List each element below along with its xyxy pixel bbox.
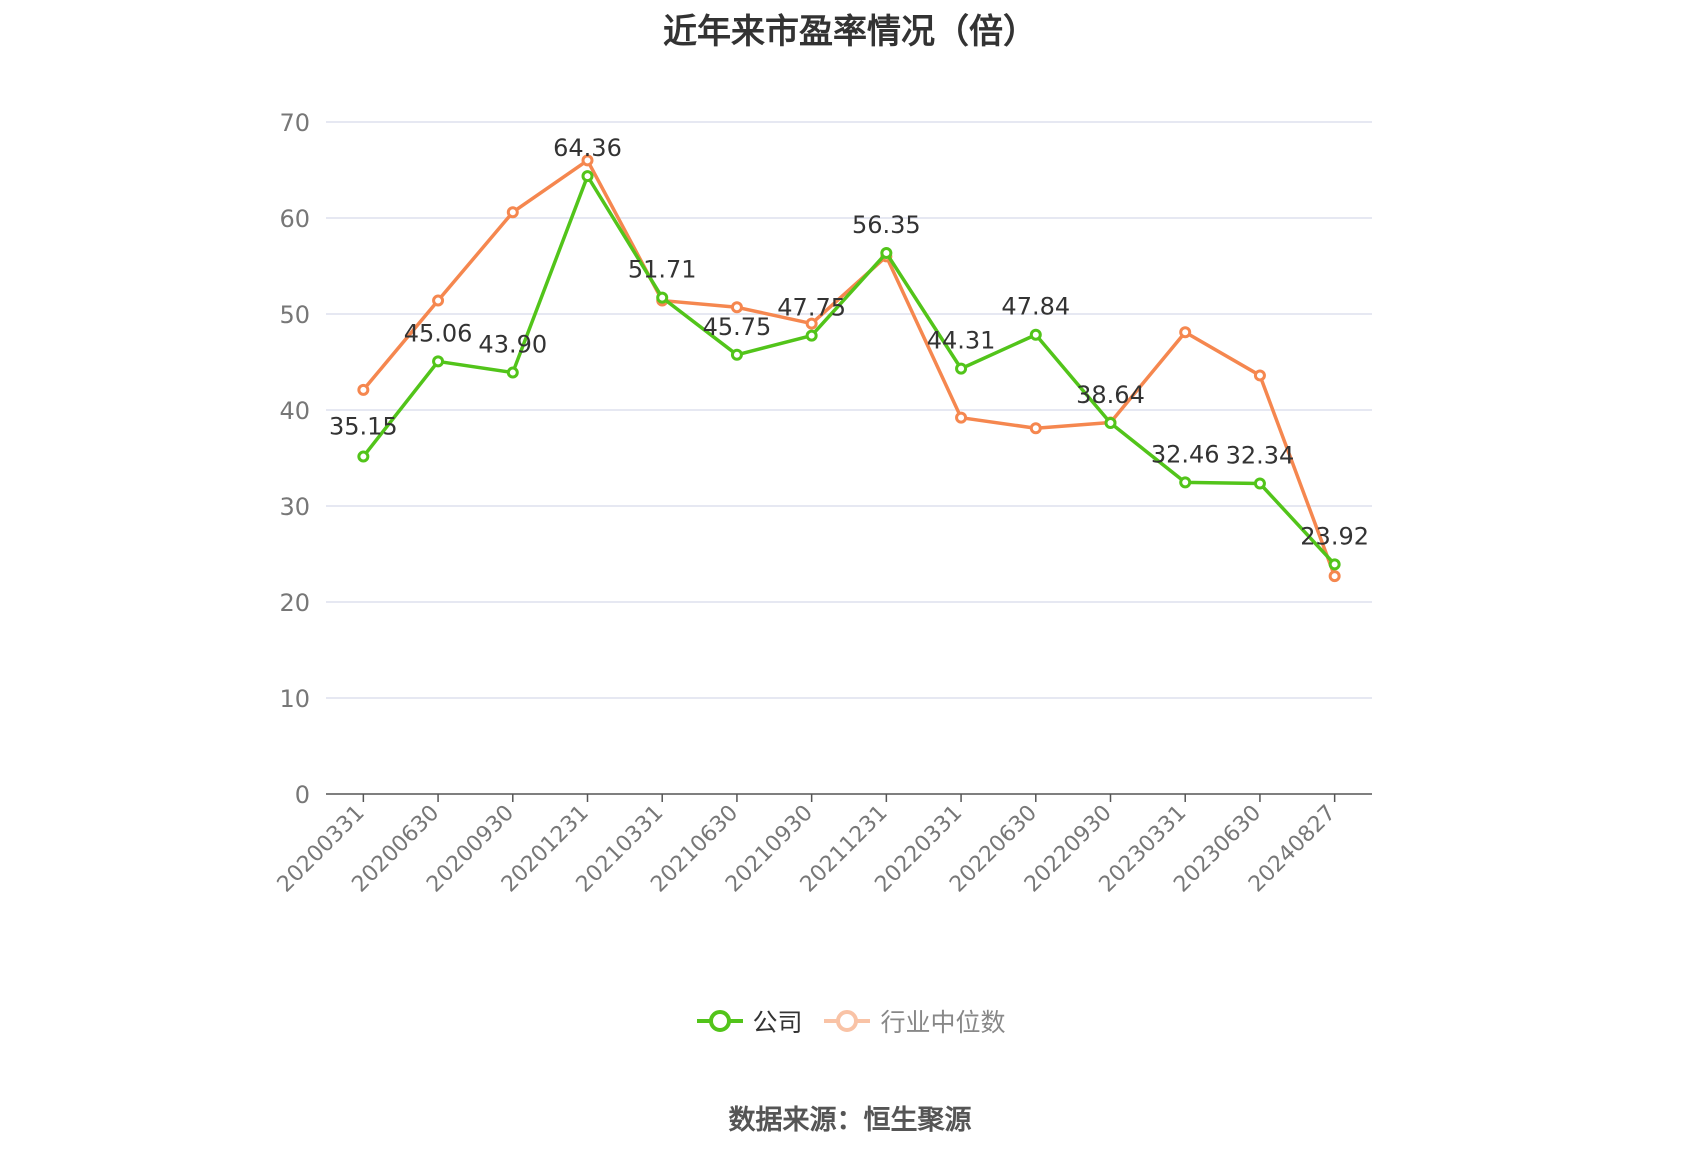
series-lines xyxy=(357,154,1341,583)
legend-industry-median-label: 行业中位数 xyxy=(880,1008,1006,1037)
industry-median-data-point[interactable] xyxy=(357,383,370,396)
company-data-point[interactable] xyxy=(730,348,743,361)
company-data-label: 35.15 xyxy=(329,413,398,441)
company-data-label: 45.06 xyxy=(404,319,473,347)
company-data-point[interactable] xyxy=(1253,477,1266,490)
chart-title: 近年来市盈率情况（倍） xyxy=(663,12,1037,52)
industry-median-data-point[interactable] xyxy=(1328,570,1341,583)
industry-median-data-point[interactable] xyxy=(581,154,594,167)
legend-item-industry-median[interactable]: 行业中位数 xyxy=(822,1003,1005,1039)
company-data-label: 51.71 xyxy=(628,256,697,284)
y-tick-label: 70 xyxy=(279,109,310,137)
company-data-point[interactable] xyxy=(805,329,818,342)
company-data-point[interactable] xyxy=(506,366,519,379)
y-tick-label: 20 xyxy=(279,589,310,617)
y-tick-label: 10 xyxy=(279,685,310,713)
industry-median-data-point[interactable] xyxy=(506,206,519,219)
legend-company-line-circle-icon xyxy=(696,1010,743,1032)
legend-company-label: 公司 xyxy=(752,1008,803,1037)
grid-lines xyxy=(326,121,1372,699)
company-data-point[interactable] xyxy=(357,450,370,463)
company-data-label: 44.31 xyxy=(927,327,996,355)
company-data-point[interactable] xyxy=(656,291,669,304)
y-tick-label: 40 xyxy=(279,397,310,425)
company-data-point[interactable] xyxy=(1029,328,1042,341)
industry-median-data-point[interactable] xyxy=(1253,369,1266,382)
y-tick-label: 30 xyxy=(279,493,310,521)
y-tick-label: 50 xyxy=(279,301,310,329)
company-data-point[interactable] xyxy=(955,362,968,375)
y-tick-label: 60 xyxy=(279,205,310,233)
company-data-point[interactable] xyxy=(880,247,893,260)
legend: 公司 行业中位数 xyxy=(0,1003,1700,1041)
company-data-label: 47.84 xyxy=(1001,293,1070,321)
axes: 0102030405060702020033120200630202009302… xyxy=(273,109,1372,897)
company-data-label: 45.75 xyxy=(703,313,772,341)
company-data-point[interactable] xyxy=(1179,476,1192,489)
company-data-point[interactable] xyxy=(432,355,445,368)
legend-item-company[interactable]: 公司 xyxy=(695,1003,803,1039)
company-data-point[interactable] xyxy=(1104,417,1117,430)
company-data-point[interactable] xyxy=(581,170,594,183)
company-data-label: 23.92 xyxy=(1300,522,1369,550)
company-series-line xyxy=(361,174,1336,566)
industry-median-data-point[interactable] xyxy=(1029,422,1042,435)
industry-median-data-point[interactable] xyxy=(805,317,818,330)
company-data-point[interactable] xyxy=(1328,558,1341,571)
industry-median-data-point[interactable] xyxy=(730,301,743,314)
industry-median-data-point[interactable] xyxy=(1179,326,1192,339)
y-tick-label: 0 xyxy=(295,781,310,809)
industry-median-series-line xyxy=(362,158,1337,577)
legend-industry-line-circle-icon xyxy=(824,1010,871,1032)
industry-median-data-point[interactable] xyxy=(432,294,445,307)
company-data-label: 56.35 xyxy=(852,211,921,239)
industry-median-data-point[interactable] xyxy=(955,411,968,424)
company-data-label: 47.75 xyxy=(777,294,846,322)
company-data-label: 32.46 xyxy=(1151,440,1220,468)
company-data-label: 32.34 xyxy=(1226,442,1295,470)
company-data-label: 38.64 xyxy=(1076,381,1145,409)
company-data-label: 43.90 xyxy=(478,331,547,359)
data-source-note: 数据来源：恒生聚源 xyxy=(728,1105,972,1136)
company-data-label: 64.36 xyxy=(553,134,622,162)
